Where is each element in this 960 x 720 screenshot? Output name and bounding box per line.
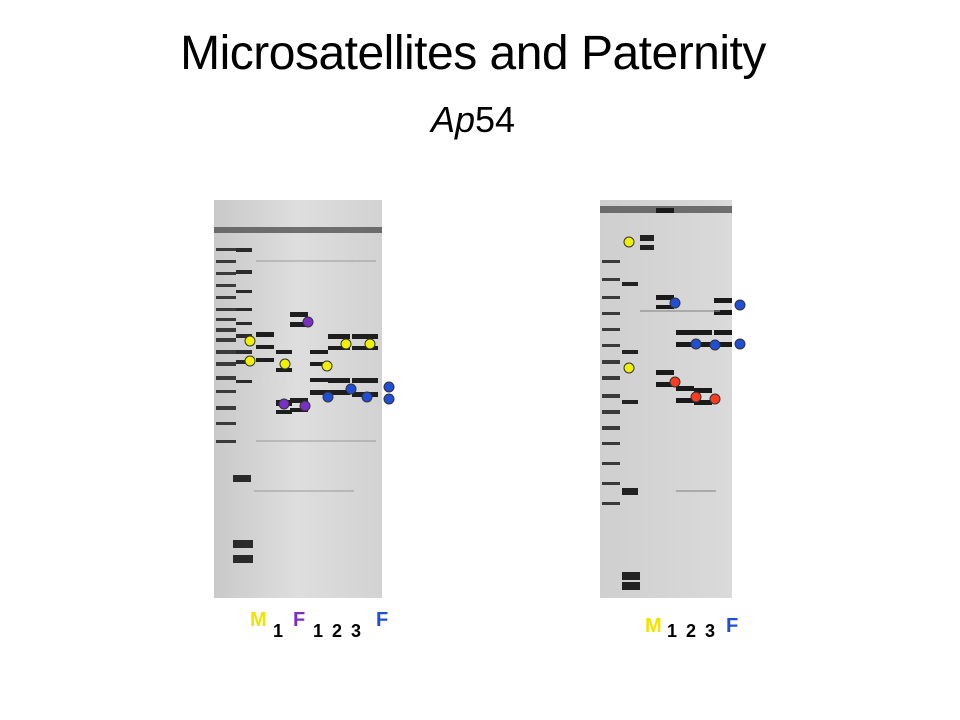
right-label-offspring-1: 1 (667, 621, 678, 641)
right-label-father: F (726, 615, 739, 637)
subtitle-locus-number: 54 (475, 99, 516, 140)
gel-image-left (214, 200, 382, 598)
right-label-offspring-3: 3 (705, 621, 716, 641)
right-label-mother: M (645, 615, 662, 637)
left-label-offspring-2: 2 (332, 621, 343, 641)
left-label-father-a: F (293, 609, 306, 631)
left-label-father-b: F (376, 609, 389, 631)
slide-title: Microsatellites and Paternity (180, 27, 766, 80)
gel-left-outside-markers (383, 381, 395, 405)
gel-left-svg (214, 200, 382, 598)
right-label-offspring-2: 2 (686, 621, 697, 641)
subtitle-locus-prefix: Ap (430, 99, 475, 140)
gel-right-outside-markers (734, 299, 746, 350)
left-label-offspring-1b: 1 (313, 621, 324, 641)
left-label-offspring-1: 1 (273, 621, 284, 641)
left-label-offspring-3: 3 (351, 621, 362, 641)
left-label-mother: M (250, 609, 267, 631)
gel-right-svg (600, 200, 732, 598)
slide-subtitle: Ap54 (0, 100, 946, 140)
gel-image-right (600, 200, 732, 598)
